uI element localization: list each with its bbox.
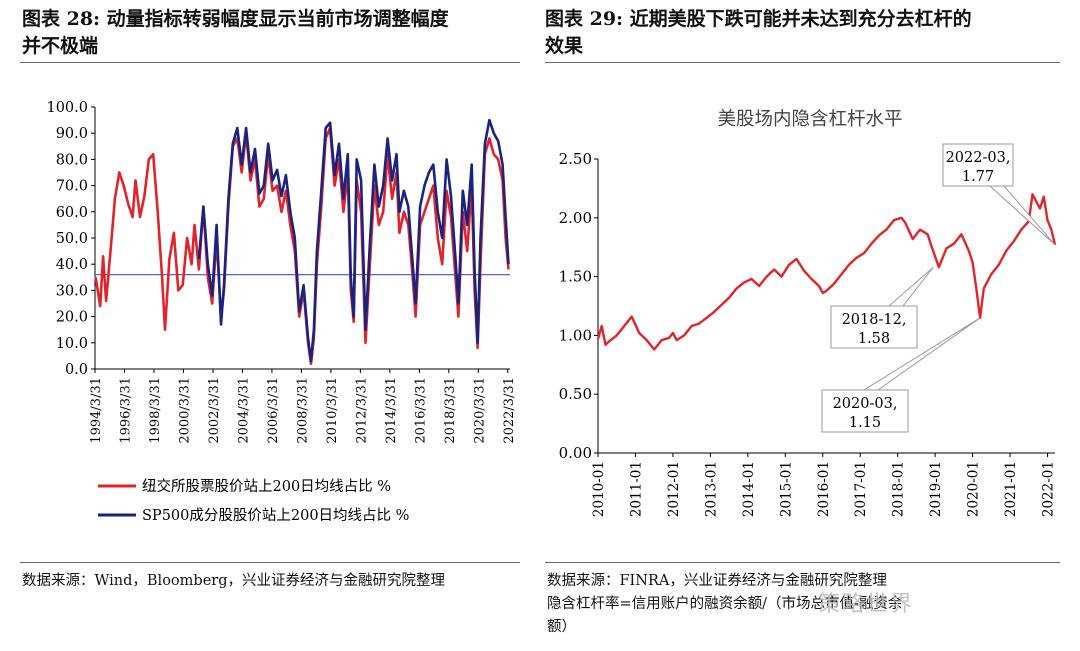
annotation-value: 1.58 bbox=[858, 331, 890, 347]
right-x-tick-label: 2010-01 bbox=[591, 461, 607, 517]
right-x-tick-label: 2019-01 bbox=[928, 461, 944, 517]
left-y-tick-label: 100.0 bbox=[46, 100, 88, 116]
annotation-date: 2018-12, bbox=[842, 312, 907, 328]
left-y-tick-label: 0.0 bbox=[65, 362, 88, 378]
legend-sp500-label: SP500成分股股价站上200日均线占比 % bbox=[142, 507, 409, 524]
left-x-tick-label: 2022/3/31 bbox=[502, 377, 517, 444]
right-x-tick-label: 2015-01 bbox=[778, 461, 794, 517]
right-x-tick-label: 2021-01 bbox=[1003, 461, 1019, 517]
annotation-value: 1.15 bbox=[849, 415, 881, 431]
left-x-tick-label: 2014/3/31 bbox=[384, 377, 399, 444]
left-x-tick-label: 1998/3/31 bbox=[148, 377, 163, 444]
left-source-note: 数据来源：Wind，Bloomberg，兴业证券经济与金融研究院整理 bbox=[22, 573, 445, 589]
left-y-tick-label: 80.0 bbox=[56, 152, 88, 168]
left-y-tick-label: 20.0 bbox=[56, 310, 88, 326]
right-y-tick-label: 0.50 bbox=[559, 385, 592, 403]
right-source-line2: 隐含杠杆率=信用账户的融资余额/（市场总市值-融资余 bbox=[547, 596, 903, 612]
annotation-box bbox=[942, 143, 1014, 187]
left-x-tick-label: 1996/3/31 bbox=[118, 377, 133, 444]
left-y-tick-label: 40.0 bbox=[56, 257, 88, 273]
left-x-tick-label: 1994/3/31 bbox=[89, 377, 104, 444]
left-y-tick-label: 30.0 bbox=[56, 283, 88, 299]
sp500-series-line bbox=[197, 118, 510, 363]
left-x-tick-label: 2008/3/31 bbox=[295, 377, 310, 444]
right-title-line1: 图表 29: 近期美股下跌可能并未达到充分去杠杆的 bbox=[545, 8, 972, 30]
right-y-tick-label: 2.50 bbox=[559, 150, 592, 168]
left-chart: 0.0 10.0 20.0 30.0 40.0 50.0 60.0 70.0 80.0 90.0 1… bbox=[46, 100, 516, 524]
annotation-date: 2022-03, bbox=[946, 150, 1011, 166]
right-x-tick-label: 2020-01 bbox=[966, 461, 982, 517]
right-x-tick-label: 2014-01 bbox=[741, 461, 757, 517]
right-y-tick-label: 1.00 bbox=[559, 326, 592, 344]
right-chart-title: 美股场内隐含杠杆水平 bbox=[717, 109, 902, 130]
left-y-tick-label: 70.0 bbox=[56, 179, 88, 195]
left-y-tick-label: 10.0 bbox=[56, 336, 88, 352]
left-x-tick-label: 2006/3/31 bbox=[266, 377, 281, 444]
left-title-line1: 图表 28: 动量指标转弱幅度显示当前市场调整幅度 bbox=[22, 8, 449, 30]
right-source-line1: 数据来源：FINRA，兴业证券经济与金融研究院整理 bbox=[547, 573, 887, 589]
right-chart: 美股场内隐含杠杆水平 0.00 0.50 1.00 1.50 2.00 2.50 2010-0… bbox=[559, 109, 1057, 517]
left-x-tick-label: 2020/3/31 bbox=[472, 377, 487, 444]
annotation-pointer bbox=[988, 185, 1056, 246]
annotation-value: 1.77 bbox=[962, 169, 994, 185]
right-x-tick-label: 2011-01 bbox=[628, 461, 644, 517]
right-x-tick-label: 2012-01 bbox=[666, 461, 682, 517]
annotation-date: 2020-03, bbox=[833, 396, 898, 412]
right-x-tick-label: 2017-01 bbox=[853, 461, 869, 517]
right-x-tick-label: 2018-01 bbox=[891, 461, 907, 517]
left-x-tick-label: 2018/3/31 bbox=[443, 377, 458, 444]
left-title-line2: 并不极端 bbox=[22, 35, 99, 57]
left-source-rule bbox=[20, 562, 520, 563]
left-y-tick-label: 50.0 bbox=[56, 231, 88, 247]
right-source-line3: 额） bbox=[547, 619, 576, 635]
left-x-tick-label: 2004/3/31 bbox=[236, 377, 251, 444]
right-x-tick-label: 2016-01 bbox=[816, 461, 832, 517]
right-source-note: 数据来源：FINRA，兴业证券经济与金融研究院整理 隐含杠杆率=信用账户的融资余… bbox=[547, 570, 1067, 639]
left-x-tick-label: 2002/3/31 bbox=[207, 377, 222, 444]
right-figure-title: 图表 29: 近期美股下跌可能并未达到充分去杠杆的 效果 bbox=[545, 6, 1065, 60]
right-y-tick-label: 1.50 bbox=[559, 268, 592, 286]
left-x-tick-label: 2016/3/31 bbox=[413, 377, 428, 444]
left-x-tick-label: 2012/3/31 bbox=[354, 377, 369, 444]
right-x-tick-label: 2013-01 bbox=[703, 461, 719, 517]
right-y-tick-label: 0.00 bbox=[559, 444, 592, 462]
right-source-rule bbox=[545, 562, 1060, 563]
leverage-series-line bbox=[596, 193, 1057, 351]
left-x-tick-label: 2010/3/31 bbox=[325, 377, 340, 444]
right-x-tick-label: 2022-01 bbox=[1041, 461, 1057, 517]
left-y-tick-label: 60.0 bbox=[56, 205, 88, 221]
left-figure-title: 图表 28: 动量指标转弱幅度显示当前市场调整幅度 并不极端 bbox=[22, 6, 522, 60]
right-title-line2: 效果 bbox=[545, 35, 584, 57]
left-title-rule bbox=[20, 62, 520, 63]
legend-nyse-label: 纽交所股票股价站上200日均线占比 % bbox=[142, 477, 391, 495]
left-y-tick-label: 90.0 bbox=[56, 126, 88, 142]
watermark-logo: 策略世界 bbox=[818, 592, 915, 617]
annotation-box bbox=[830, 305, 918, 349]
left-x-tick-label: 2000/3/31 bbox=[177, 377, 192, 444]
right-title-rule bbox=[545, 62, 1060, 63]
right-y-tick-label: 2.00 bbox=[559, 209, 592, 227]
annotation-pointer bbox=[887, 266, 934, 307]
annotation-box bbox=[821, 389, 909, 433]
